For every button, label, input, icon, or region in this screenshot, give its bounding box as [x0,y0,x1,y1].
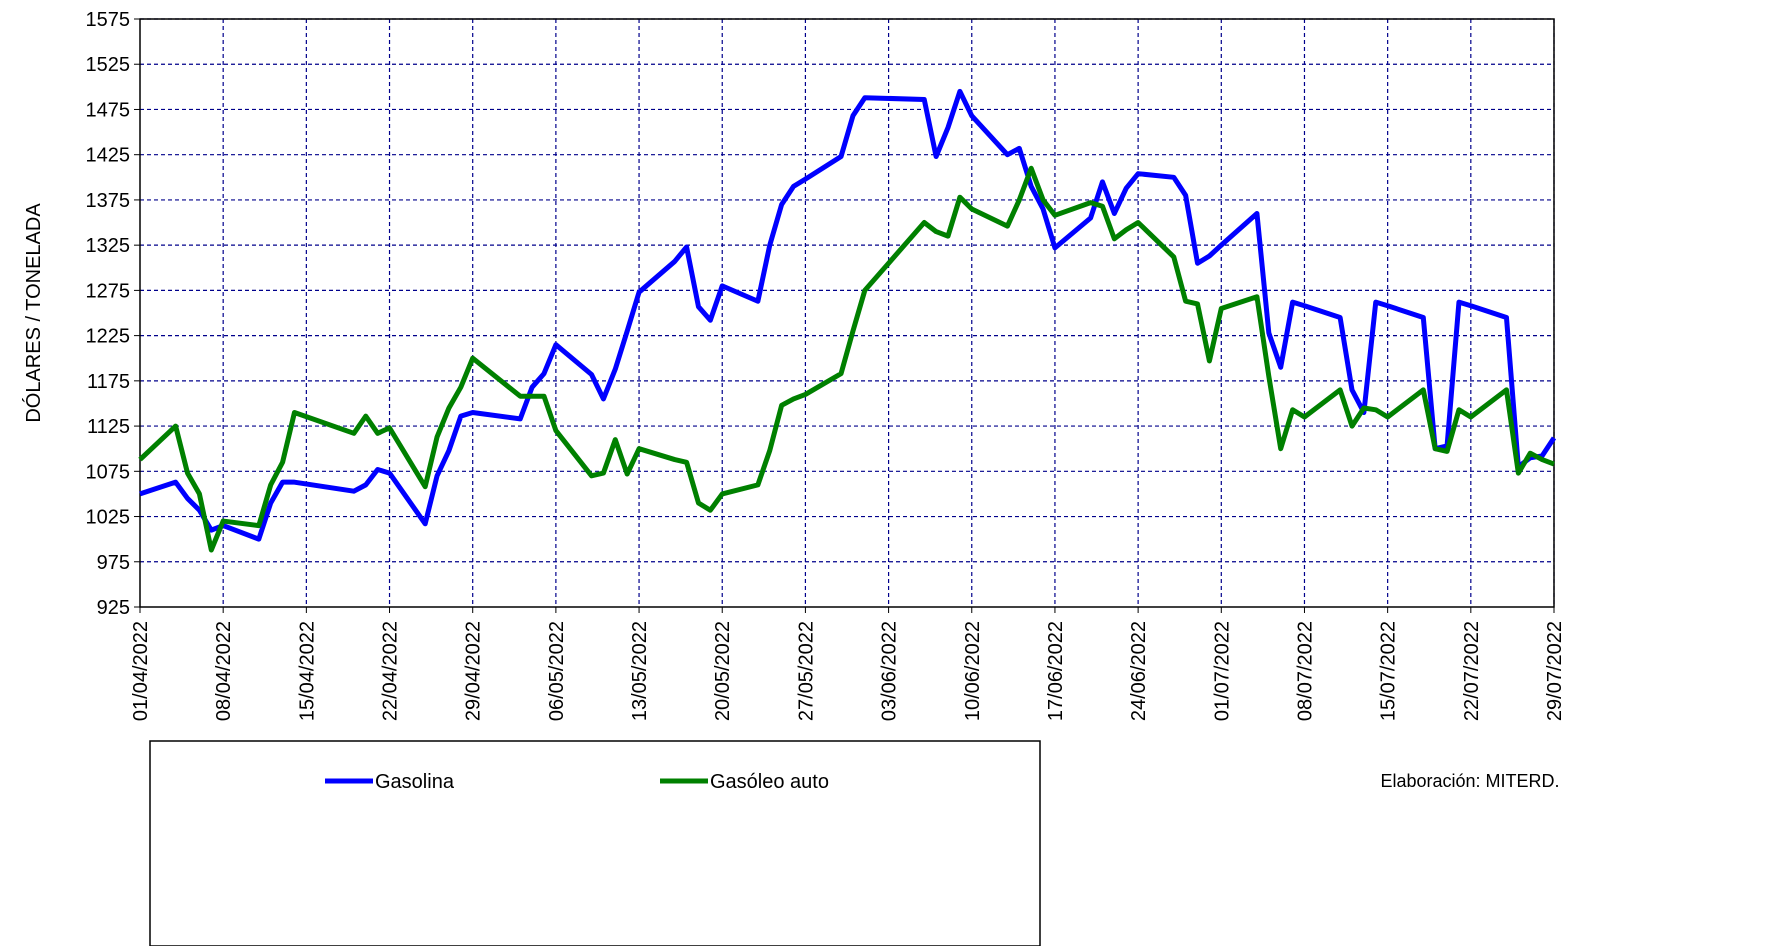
x-tick-label: 06/05/2022 [546,621,568,721]
y-tick-label: 1175 [87,371,130,393]
y-tick-label: 975 [97,552,130,574]
y-tick-label: 1325 [86,235,131,257]
x-tick-label: 24/06/2022 [1128,621,1150,721]
x-tick-label: 08/07/2022 [1294,621,1316,721]
y-tick-label: 1475 [86,99,131,121]
x-tick-label: 22/04/2022 [380,621,402,721]
line-series [139,88,1557,542]
y-axis-label: DÓLARES / TONELADA [22,203,45,423]
x-tick-label: 17/06/2022 [1045,621,1067,721]
x-tick-label: 29/04/2022 [463,621,485,721]
y-tick-label: 1225 [86,326,131,348]
y-tick-label: 1275 [86,280,131,302]
x-tick-label: 08/04/2022 [213,621,235,721]
x-tick-label: 29/07/2022 [1544,621,1566,721]
x-tick-label: 10/06/2022 [962,621,984,721]
y-tick-label: 1075 [86,461,131,483]
x-tick-label: 01/04/2022 [130,621,152,721]
legend-box [149,740,1041,946]
x-tick-label: 01/07/2022 [1211,621,1233,721]
x-tick-label: 15/07/2022 [1378,621,1400,721]
y-tick-label: 1425 [86,145,131,167]
line-series [138,165,1555,553]
note: Elaboración: MITERD. [1380,771,1559,791]
x-tick-label: 03/06/2022 [879,621,901,721]
x-tick-label: 15/04/2022 [296,621,318,721]
y-tick-label: 1525 [86,54,131,76]
plot-frame [139,18,1555,608]
legend-label: Gasolina [375,771,455,793]
y-tick-label: 925 [97,597,130,619]
y-tick-label: 1375 [86,190,131,212]
x-tick-label: 27/05/2022 [795,621,817,721]
y-tick-label: 1025 [86,507,131,529]
x-tick-label: 20/05/2022 [712,621,734,721]
x-tick-label: 13/05/2022 [629,621,651,721]
x-tick-label: 22/07/2022 [1461,621,1483,721]
legend-label: Gasóleo auto [710,771,829,793]
y-tick-label: 1125 [87,416,130,438]
y-tick-label: 1575 [86,9,131,31]
